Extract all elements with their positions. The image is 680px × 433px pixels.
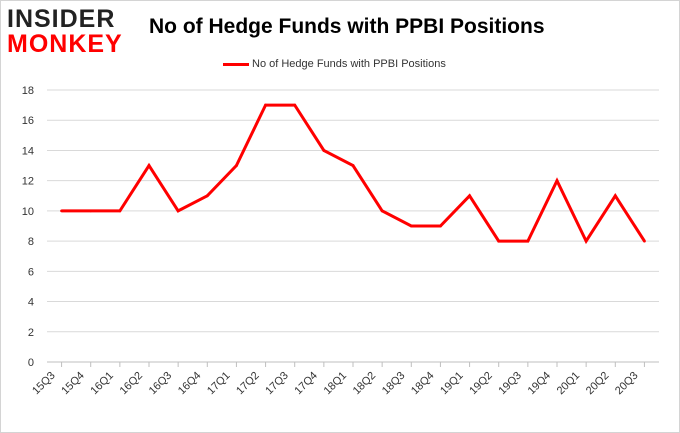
y-tick-label: 6 bbox=[28, 266, 34, 278]
data-point bbox=[293, 103, 297, 107]
logo-text-monkey: MONKEY bbox=[7, 30, 123, 58]
data-point bbox=[439, 224, 442, 228]
data-point bbox=[60, 209, 63, 213]
data-point bbox=[409, 224, 413, 228]
x-tick-label: 20Q2 bbox=[584, 370, 612, 398]
y-tick-label: 0 bbox=[28, 357, 34, 369]
data-point bbox=[380, 209, 384, 213]
y-tick-label: 14 bbox=[22, 145, 34, 157]
y-tick-label: 16 bbox=[22, 115, 34, 127]
legend-label: No of Hedge Funds with PPBI Positions bbox=[252, 58, 446, 70]
insider-monkey-logo: INSIDER MONKEY bbox=[7, 5, 129, 57]
x-tick-label: 17Q4 bbox=[292, 370, 320, 398]
x-tick-label: 19Q2 bbox=[467, 370, 495, 398]
data-point bbox=[555, 179, 559, 183]
y-tick-label: 12 bbox=[22, 176, 34, 188]
y-tick-label: 10 bbox=[22, 206, 34, 218]
data-point bbox=[147, 164, 151, 167]
x-tick-label: 16Q4 bbox=[176, 370, 204, 398]
x-tick-label: 16Q2 bbox=[118, 370, 146, 398]
data-point bbox=[526, 239, 530, 243]
data-point bbox=[235, 164, 238, 167]
x-tick-label: 19Q4 bbox=[526, 370, 554, 398]
data-point bbox=[205, 194, 209, 198]
data-point bbox=[322, 149, 326, 152]
y-tick-label: 2 bbox=[28, 327, 34, 339]
x-tick-label: 20Q3 bbox=[613, 370, 641, 398]
x-tick-label: 18Q4 bbox=[409, 370, 437, 398]
data-point bbox=[118, 209, 122, 213]
x-tick-label: 15Q3 bbox=[30, 370, 58, 398]
x-tick-label: 18Q1 bbox=[322, 370, 350, 398]
x-tick-label: 17Q3 bbox=[263, 370, 291, 398]
data-point bbox=[584, 239, 588, 243]
y-tick-label: 4 bbox=[28, 297, 34, 309]
x-tick-label: 19Q3 bbox=[496, 370, 524, 398]
data-point bbox=[351, 164, 355, 167]
y-tick-label: 18 bbox=[22, 85, 34, 97]
x-tick-label: 18Q2 bbox=[351, 370, 379, 398]
data-point bbox=[264, 103, 267, 107]
data-point bbox=[89, 209, 93, 213]
x-tick-label: 20Q1 bbox=[555, 370, 583, 398]
x-tick-label: 17Q2 bbox=[234, 370, 262, 398]
data-point bbox=[176, 209, 180, 213]
legend-swatch bbox=[223, 62, 249, 66]
x-tick-label: 17Q1 bbox=[205, 370, 233, 398]
x-tick-label: 16Q1 bbox=[88, 370, 116, 398]
logo-text-insider: INSIDER bbox=[7, 5, 116, 33]
data-point bbox=[497, 239, 501, 243]
data-point bbox=[468, 194, 471, 198]
x-tick-label: 19Q1 bbox=[438, 370, 466, 398]
chart-title: No of Hedge Funds with PPBI Positions bbox=[149, 15, 545, 38]
series-line-0 bbox=[61, 103, 646, 245]
x-tick-label: 18Q3 bbox=[380, 370, 408, 398]
x-tick-label: 15Q4 bbox=[59, 370, 87, 398]
chart-legend: No of Hedge Funds with PPBI Positions bbox=[223, 57, 446, 71]
data-point bbox=[643, 239, 646, 243]
data-point bbox=[613, 194, 617, 198]
y-tick-label: 8 bbox=[28, 236, 34, 248]
x-tick-label: 16Q3 bbox=[147, 370, 175, 398]
